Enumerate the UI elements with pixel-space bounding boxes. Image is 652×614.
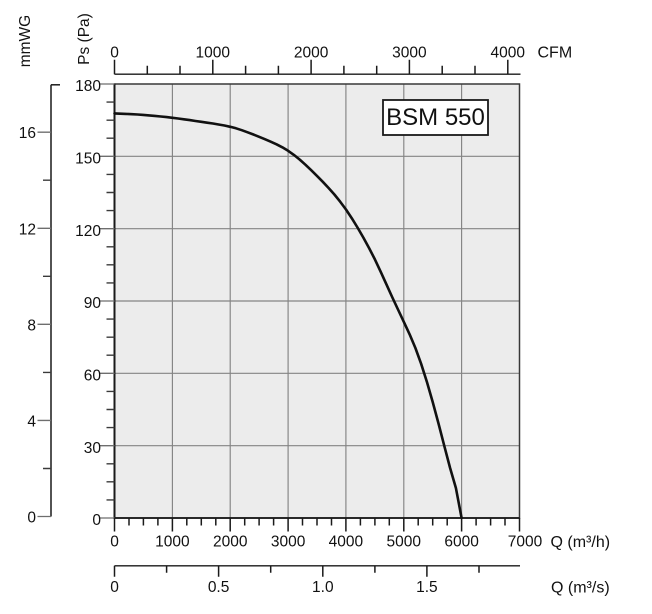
svg-text:4: 4 xyxy=(27,413,36,430)
svg-text:0: 0 xyxy=(92,512,101,529)
svg-text:1.5: 1.5 xyxy=(416,579,438,596)
svg-text:4000: 4000 xyxy=(490,45,525,62)
svg-text:0: 0 xyxy=(110,534,119,551)
svg-text:Ps (Pa): Ps (Pa) xyxy=(76,13,93,65)
svg-text:5000: 5000 xyxy=(387,534,422,551)
svg-text:180: 180 xyxy=(75,78,101,95)
svg-text:150: 150 xyxy=(75,151,101,168)
svg-text:1000: 1000 xyxy=(196,45,231,62)
svg-text:7000: 7000 xyxy=(508,534,543,551)
svg-text:120: 120 xyxy=(75,223,101,240)
svg-text:mmWG: mmWG xyxy=(17,15,34,68)
svg-text:BSM 550: BSM 550 xyxy=(386,104,485,131)
svg-text:0: 0 xyxy=(110,579,119,596)
svg-text:3000: 3000 xyxy=(271,534,306,551)
svg-text:Q (m³/h): Q (m³/h) xyxy=(551,534,611,551)
svg-text:16: 16 xyxy=(19,125,36,142)
svg-text:8: 8 xyxy=(27,317,36,334)
svg-text:2000: 2000 xyxy=(213,534,248,551)
svg-text:3000: 3000 xyxy=(392,45,427,62)
svg-text:4000: 4000 xyxy=(329,534,364,551)
svg-text:0: 0 xyxy=(27,510,36,527)
svg-text:1.0: 1.0 xyxy=(312,579,334,596)
svg-text:0.5: 0.5 xyxy=(208,579,230,596)
svg-text:2000: 2000 xyxy=(294,45,329,62)
svg-text:90: 90 xyxy=(84,295,102,312)
svg-text:30: 30 xyxy=(84,440,102,457)
svg-text:CFM: CFM xyxy=(538,45,573,62)
svg-text:1000: 1000 xyxy=(155,534,190,551)
svg-text:60: 60 xyxy=(84,368,102,385)
svg-text:0: 0 xyxy=(110,45,119,62)
svg-text:12: 12 xyxy=(19,221,36,238)
svg-text:6000: 6000 xyxy=(444,534,479,551)
svg-text:Q (m³/s): Q (m³/s) xyxy=(551,580,610,597)
